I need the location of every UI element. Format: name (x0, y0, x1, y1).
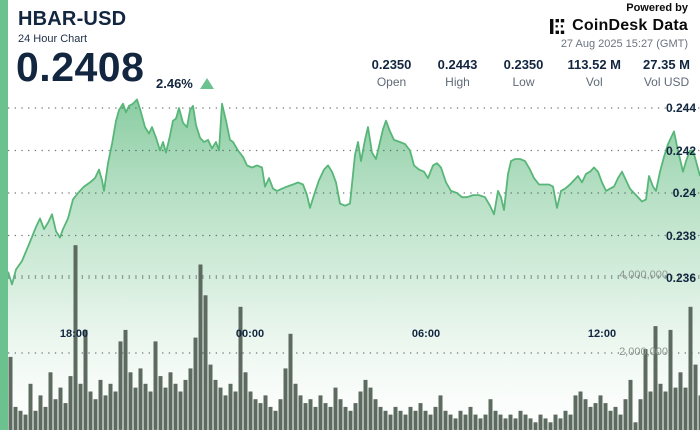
time-axis-tick: 12:00 (587, 328, 617, 340)
volume-axis-tick: 4,000,000 (619, 269, 668, 281)
stat-low: 0.2350 Low (502, 57, 546, 89)
pair-title: HBAR-USD (18, 8, 127, 30)
coindesk-brand[interactable]: CoinDesk Data (550, 17, 688, 35)
up-triangle-icon (199, 78, 214, 89)
time-axis-tick: 00:00 (235, 328, 265, 340)
chart-subtitle: 24 Hour Chart (18, 33, 88, 45)
stat-open-value: 0.2350 (371, 57, 412, 72)
stat-high-value: 0.2443 (437, 57, 478, 72)
stat-high-label: High (445, 75, 470, 89)
stat-vol-usd-label: Vol USD (643, 75, 690, 89)
powered-by-block: Powered by CoinDesk Data 27 Aug 2025 15:… (550, 2, 688, 50)
stat-vol-label: Vol (585, 75, 603, 89)
stat-vol-value: 113.52 M (567, 57, 622, 72)
price-area-chart (8, 98, 700, 430)
chart-canvas[interactable]: 4,000,000 2,000,000 0.244 0.242 0.24 0.238 0.2… (8, 95, 700, 430)
stat-vol: 113.52 M Vol (568, 57, 622, 89)
stat-open: 0.2350 Open (370, 57, 414, 89)
powered-by-label: Powered by (626, 2, 688, 14)
left-accent-bar (0, 0, 8, 430)
stat-low-value: 0.2350 (503, 57, 544, 72)
price-change: 2.46% (156, 76, 214, 91)
stat-open-label: Open (376, 75, 407, 89)
stat-high: 0.2443 High (436, 57, 480, 89)
coindesk-logo-icon (550, 18, 565, 34)
stat-vol-usd: 27.35 M Vol USD (643, 57, 690, 89)
brand-word-coindesk: CoinDesk (572, 17, 648, 34)
stat-vol-usd-value: 27.35 M (643, 57, 690, 72)
price-axis-tick: 0.244 (665, 101, 696, 115)
volume-axis-tick: 2,000,000 (619, 346, 668, 358)
time-axis-tick: 18:00 (59, 328, 89, 340)
change-percent: 2.46% (156, 76, 193, 91)
stats-row: 0.2350 Open 0.2443 High 0.2350 Low 113.5… (370, 57, 690, 89)
price-axis-tick: 0.24 (672, 186, 696, 200)
timestamp: 27 Aug 2025 15:27 (GMT) (560, 38, 688, 50)
time-axis-tick: 06:00 (411, 328, 441, 340)
price-axis-tick: 0.238 (665, 228, 696, 243)
current-price: 0.2408 (16, 44, 145, 90)
stat-low-label: Low (512, 75, 535, 89)
price-axis-tick: 0.236 (665, 271, 696, 285)
price-axis-tick: 0.242 (665, 143, 696, 158)
brand-word-data: Data (652, 17, 688, 34)
